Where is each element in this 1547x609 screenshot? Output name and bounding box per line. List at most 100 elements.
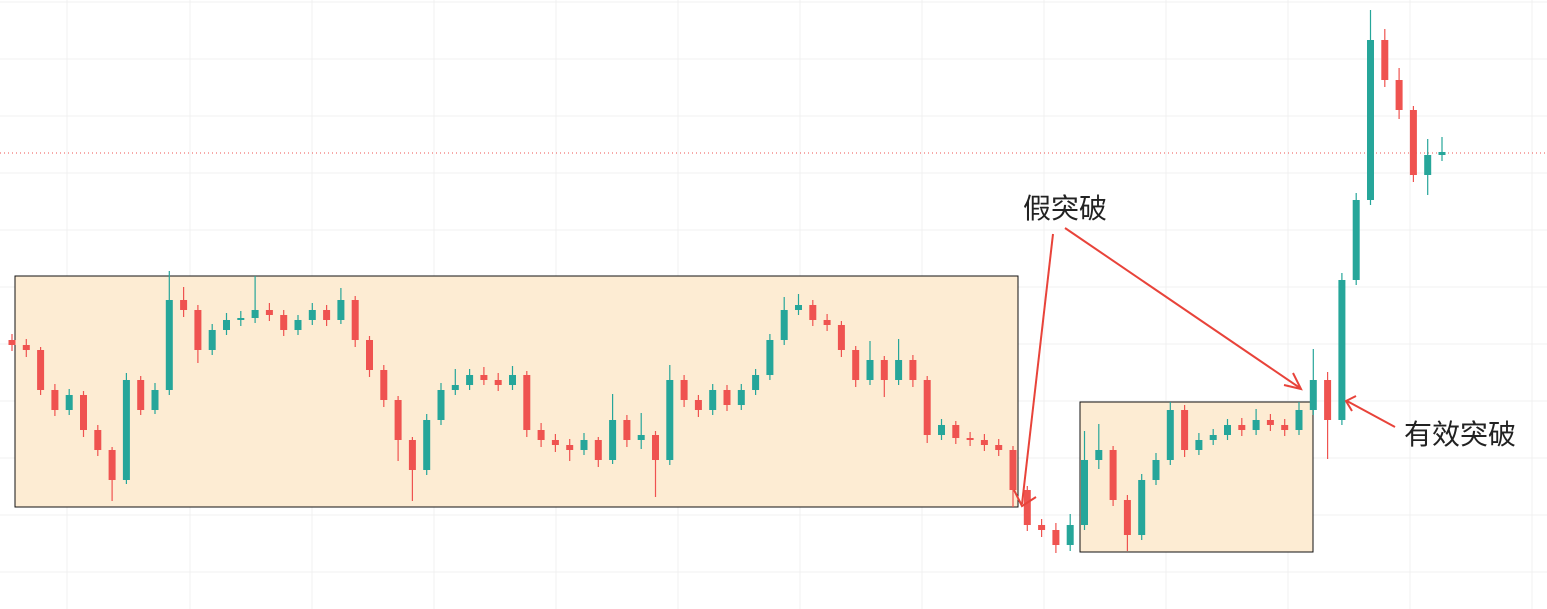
candle-body [1252,420,1260,430]
candle-body [709,390,717,410]
candle-body [180,300,188,310]
candles [8,10,1446,553]
candle-body [694,400,702,410]
candle-body [895,360,903,380]
arrows [1013,227,1396,508]
candle-body [1352,200,1360,280]
candle-body [494,380,502,385]
candle-body [223,320,230,330]
candle-body [1123,500,1131,535]
candle-body [423,420,431,470]
candle-body [909,360,917,380]
candle-body [137,380,145,410]
candle-body [94,430,102,450]
annotation: 有效突破 [1404,418,1516,451]
candle-body [351,300,359,340]
candle-body [108,450,116,480]
candle-body [437,390,445,420]
candle-body [1052,530,1060,545]
candle-body [737,390,745,405]
candle-body [1395,80,1403,110]
candle-body [652,435,659,460]
candle-body [880,360,888,380]
candle-body [1409,110,1417,175]
candle-body [723,390,731,405]
candle-body [995,445,1003,450]
candle-body [323,310,331,320]
candle-body [837,325,845,350]
candle-body [809,305,817,320]
candle-body [1238,425,1246,430]
candle-body [1066,525,1074,545]
candle-body [1095,450,1103,460]
candle-body [366,340,373,370]
candle-body [1338,280,1346,420]
candle-body [80,395,87,430]
range-box [1079,401,1314,553]
candle-body [380,370,388,400]
candle-body [551,440,559,445]
candle-body [680,380,688,400]
candle-body [337,300,345,320]
candle-body [594,440,602,460]
candle-body [752,375,760,390]
candle-body [1424,155,1432,175]
candle-body [980,440,988,445]
candle-body [251,310,259,318]
candle-body [823,320,831,325]
candle-body [308,310,316,320]
candle-body [1438,152,1446,155]
candle-body [65,395,73,410]
candle-body [923,380,931,435]
candle-body [952,425,960,438]
candle-body [1224,425,1231,435]
range-box [14,275,1019,508]
candle-body [566,445,574,450]
candle-body [523,375,531,430]
candle-body [766,340,774,375]
candle-body [966,438,974,440]
candle-body [666,380,674,460]
candle-body [194,310,202,350]
candle-body [1009,450,1017,490]
candle-body [1209,435,1217,440]
candle-body [1309,380,1317,410]
candle-body [580,440,588,450]
candle-body [1152,460,1160,480]
candle-body [1038,525,1046,530]
candle-body [237,318,245,320]
candle-body [938,425,945,435]
candle-body [8,340,16,345]
candle-body [1266,420,1274,425]
annotation: 假突破 [1023,192,1107,225]
candle-body [609,420,617,460]
candle-body [637,435,645,440]
candle-body [208,330,216,350]
candle-body [22,345,30,350]
candle-body [852,350,860,380]
candle-body [1324,380,1332,420]
candle-body [394,400,402,440]
candle-body [780,310,788,340]
candle-body [1295,410,1303,430]
candle-body [1367,40,1374,200]
candle-body [623,420,631,440]
candle-body [265,310,273,315]
candle-body [151,390,159,410]
candle-body [1195,440,1203,450]
candle-body [294,320,302,330]
candle-body [866,360,874,380]
candle-body [466,375,474,385]
candle-body [165,300,173,390]
candle-body [451,385,459,390]
candle-body [1081,460,1088,525]
candle-body [1138,480,1146,535]
candle-body [1281,425,1289,430]
candle-body [1023,490,1031,525]
candle-body [1381,40,1389,80]
candle-body [509,375,516,385]
candle-body [1109,450,1117,500]
candle-body [480,375,488,380]
candle-body [37,350,45,390]
